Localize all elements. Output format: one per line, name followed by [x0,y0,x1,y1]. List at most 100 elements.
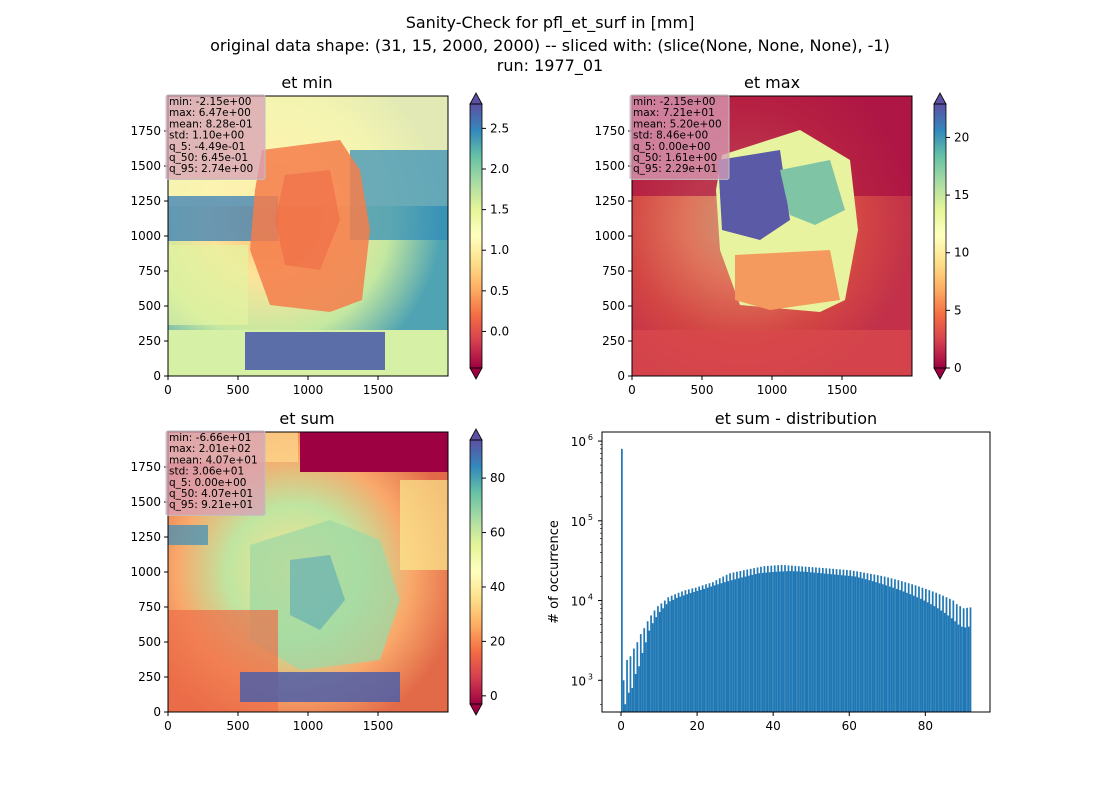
colorbar-tick-label: 40 [490,580,505,594]
x-tick-label: 20 [689,719,704,733]
histogram-bar [703,588,706,712]
histogram-bar [669,601,671,712]
colorbar-tick-label: 1.0 [490,243,509,257]
histogram-bar [665,604,668,712]
histogram-bar [818,567,821,712]
colorbar-tick-label: 10 [954,246,969,260]
colorbar-tick-label: 15 [954,188,969,202]
heatmap-panel-et-sum: et sum 0 500 1000 1500 0 250 500 750 1000 1250 150… [130,409,505,733]
histogram-panel-et-sum-distribution: et sum - distribution # of occurrence 0 2… [547,409,991,733]
stats-line: q_5: 0.00e+00 [633,141,710,153]
histogram-bar [746,569,749,712]
colorbar-tick-label: 1.5 [490,203,509,217]
histogram-bar [852,570,855,712]
histogram-bar [712,582,714,712]
x-tick-label: 60 [842,719,857,733]
histogram-bar [725,574,728,712]
histogram-bar [938,594,941,712]
histogram-bar [677,592,680,712]
histogram-bar [845,569,848,712]
x-tick-label: 1000 [293,383,324,397]
histogram-bar [739,570,742,712]
histogram-bar [916,597,919,712]
histogram-bar [883,576,886,712]
colorbar-tick-label: 0 [954,361,962,375]
histogram-bar [821,567,824,712]
histogram-bar [713,585,716,712]
axis-ticks-et-min: 0 500 1000 1500 0 250 500 750 1000 1250 1500 1750 [130,124,393,397]
figure-title-line-1: Sanity-Check for pfl_et_surf in [mm] [405,13,695,32]
histogram-bar [655,617,658,712]
colorbar-gradient [934,104,946,368]
histogram-bar [706,587,709,712]
y-tick-label: 1250 [130,530,161,544]
histogram-bar [940,610,943,712]
histogram-bar [799,571,802,712]
colorbar-tick-label: 20 [954,130,969,144]
histogram-bar [966,607,968,712]
histogram-bar [760,566,762,712]
histogram-bar [933,606,936,712]
histogram-bar [627,692,630,712]
histogram-bar [969,607,972,712]
stats-line: mean: 4.07e+01 [169,454,258,466]
histogram-bar [828,568,831,712]
stats-box-background [165,94,266,180]
histogram-bar [833,574,836,712]
stats-line: q_95: 2.74e+00 [169,163,253,175]
histogram-bar [840,575,843,712]
histogram-bar [720,583,723,712]
y-tick-label: 0 [153,369,161,383]
y-tick-label: 750 [138,600,161,614]
histogram-bar [930,604,932,712]
histogram-bar [919,598,922,712]
y-tick-label: 1500 [130,159,161,173]
histogram-bar [957,624,960,712]
histogram-bar [658,611,661,712]
histogram-bar [780,564,783,712]
histogram-bar [641,652,644,712]
histogram-bar [636,642,639,712]
histogram-bar [756,567,759,712]
histogram-bar [660,603,663,712]
histogram-bar [895,588,898,712]
histogram-bar [624,704,627,712]
histogram-bar [791,565,793,712]
histogram-bar [730,580,733,712]
stats-box-background [629,94,730,180]
histogram-bar [911,584,913,712]
histogram-bar [698,586,701,712]
panel-title-et-sum-distribution: et sum - distribution [715,409,877,428]
histogram-bar [667,597,670,712]
histogram-bar [724,582,726,712]
histogram-bar [753,568,755,712]
histogram-bar [784,565,786,712]
histogram-bar [942,595,944,712]
y-tick-label: 1250 [130,194,161,208]
y-tick-label: 10 4 [571,593,593,609]
x-tick-label: 0 [164,719,172,733]
histogram-bar [880,575,883,712]
axis-ticks-et-max: 0 500 1000 1500 0 250 500 750 1000 1250 1500 1750 [594,124,857,397]
histogram-bar [681,591,683,712]
histogram-bar [959,606,962,712]
colorbar-extend-max [933,92,947,105]
stats-line: mean: 5.20e+00 [633,118,722,130]
histogram-bar [736,571,738,712]
histogram-bar [823,573,826,712]
histogram-bar [675,597,678,712]
x-tick-label: 0 [628,383,636,397]
histogram-bar [691,588,694,712]
histogram-bar [945,597,948,712]
histogram-bar [631,687,634,712]
colorbar-tick-label: 80 [490,471,505,485]
histogram-bar [679,596,682,712]
y-tick-label: 1750 [130,124,161,138]
y-tick-label: 750 [602,264,625,278]
y-tick-label: 1250 [594,194,625,208]
histogram-bar [955,604,958,712]
histogram-bar [931,591,934,712]
histogram-bar [789,571,792,712]
histogram-bar [626,659,628,712]
histogram-bar [888,586,891,712]
